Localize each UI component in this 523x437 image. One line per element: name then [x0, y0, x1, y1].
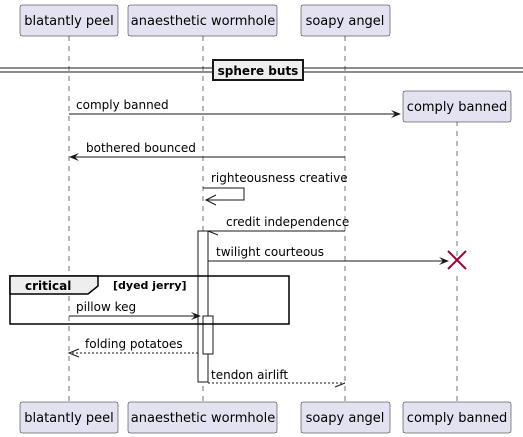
- message-label: folding potatoes: [85, 337, 183, 351]
- message-label: bothered bounced: [86, 141, 196, 155]
- message-label: comply banned: [76, 98, 169, 112]
- participant-bottom-soapy-angel[interactable]: soapy angel: [300, 401, 391, 434]
- divider: sphere buts: [0, 59, 523, 81]
- message-folding-potatoes: folding potatoes: [67, 337, 198, 358]
- message-bothered-bounced: bothered bounced: [69, 141, 345, 161]
- message-label: tendon airlift: [211, 368, 288, 382]
- message-twilight-courteous: twilight courteous: [208, 245, 449, 265]
- participant-label: comply banned: [407, 411, 507, 426]
- participant-label: soapy angel: [306, 14, 385, 29]
- divider-label: sphere buts: [218, 64, 299, 78]
- participant-top-anaesthetic-wormhole[interactable]: anaesthetic wormhole: [127, 4, 278, 37]
- message-label: credit independence: [226, 215, 349, 229]
- participant-label: comply banned: [407, 100, 507, 115]
- participant-top-soapy-angel[interactable]: soapy angel: [300, 4, 391, 37]
- participant-label: anaesthetic wormhole: [131, 411, 275, 426]
- message-label: righteousness creative: [211, 171, 348, 185]
- fragment-kind: critical: [25, 279, 71, 293]
- fragment-condition: [dyed jerry]: [113, 279, 187, 292]
- message-pillow-keg: pillow keg: [69, 300, 201, 320]
- participant-top-blatantly-peel[interactable]: blatantly peel: [19, 4, 119, 37]
- message-comply-banned: comply banned: [69, 98, 401, 118]
- message-label: pillow keg: [76, 300, 136, 314]
- message-tendon-airlift: tendon airlift: [208, 368, 346, 388]
- message-label: twilight courteous: [216, 245, 324, 259]
- participant-bottom-blatantly-peel[interactable]: blatantly peel: [19, 401, 119, 434]
- participant-label: blatantly peel: [24, 411, 114, 426]
- participant-bottom-comply-banned[interactable]: comply banned: [402, 401, 512, 434]
- activation-wormhole-inner: [202, 315, 214, 355]
- destroy-icon: [447, 250, 467, 270]
- message-righteousness-creative: righteousness creative: [203, 171, 348, 206]
- participant-created-comply-banned[interactable]: comply banned: [402, 90, 512, 123]
- participant-bottom-anaesthetic-wormhole[interactable]: anaesthetic wormhole: [127, 401, 278, 434]
- participant-label: blatantly peel: [24, 14, 114, 29]
- activation-wormhole-outer: [197, 230, 209, 383]
- participant-label: anaesthetic wormhole: [131, 14, 275, 29]
- fragment-critical: critical [dyed jerry]: [9, 275, 290, 325]
- message-credit-independence: credit independence: [207, 215, 349, 236]
- participant-label: soapy angel: [306, 411, 385, 426]
